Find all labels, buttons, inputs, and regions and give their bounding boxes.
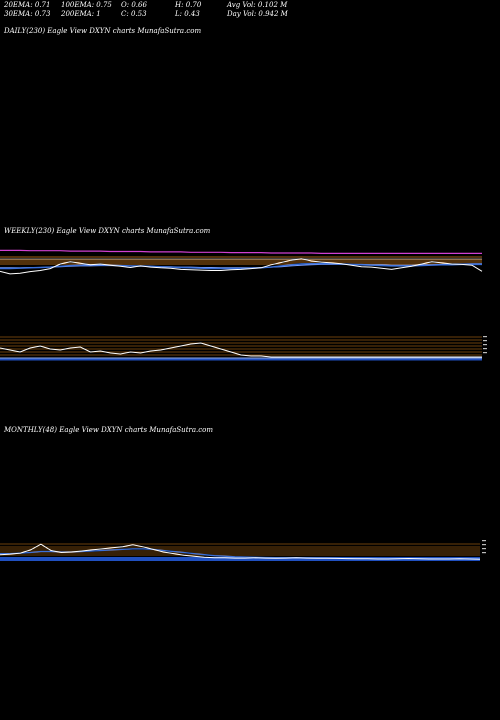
close-stat: C: 0.53	[121, 10, 147, 18]
weekly-tick-mark-2	[483, 344, 487, 346]
daily-panel-title: DAILY(230) Eagle View DXYN charts Munafa…	[4, 27, 202, 35]
weekly-ema-magenta	[0, 249, 482, 254]
weekly-panel-title: WEEKLY(230) Eagle View DXYN charts Munaf…	[4, 227, 211, 235]
monthly-tick-mark-3	[482, 552, 486, 554]
monthly-tick-mark-2	[482, 548, 486, 550]
ema100-stat: 100EMA: 0.75	[61, 1, 112, 9]
monthly-price-line	[0, 543, 481, 560]
ema200-stat: 200EMA: 1	[61, 10, 101, 18]
weekly-chart	[0, 249, 487, 361]
monthly-panel-title: MONTHLY(48) Eagle View DXYN charts Munaf…	[4, 426, 214, 434]
day-vol-stat: Day Vol: 0.942 M	[227, 10, 288, 18]
weekly-volume-band	[0, 357, 482, 361]
monthly-volume-band	[0, 557, 480, 561]
ema20-stat: 20EMA: 0.71	[4, 1, 51, 9]
high-stat: H: 0.70	[175, 1, 202, 9]
weekly-tick-mark-0	[483, 336, 487, 338]
monthly-tick-mark-0	[482, 540, 486, 542]
open-stat: O: 0.66	[121, 1, 147, 9]
weekly-price-line	[0, 258, 483, 275]
weekly-tick-mark-1	[483, 340, 487, 342]
weekly-tick-mark-4	[483, 352, 487, 354]
weekly-indicator-line	[0, 342, 482, 358]
weekly-ema-blue	[0, 263, 482, 270]
avg-vol-stat: Avg Vol: 0.102 M	[227, 1, 288, 9]
weekly-tick-mark-3	[483, 348, 487, 350]
low-stat: L: 0.43	[175, 10, 200, 18]
ema30-stat: 30EMA: 0.73	[4, 10, 51, 18]
monthly-tick-mark-1	[482, 544, 486, 546]
monthly-chart	[0, 540, 486, 561]
